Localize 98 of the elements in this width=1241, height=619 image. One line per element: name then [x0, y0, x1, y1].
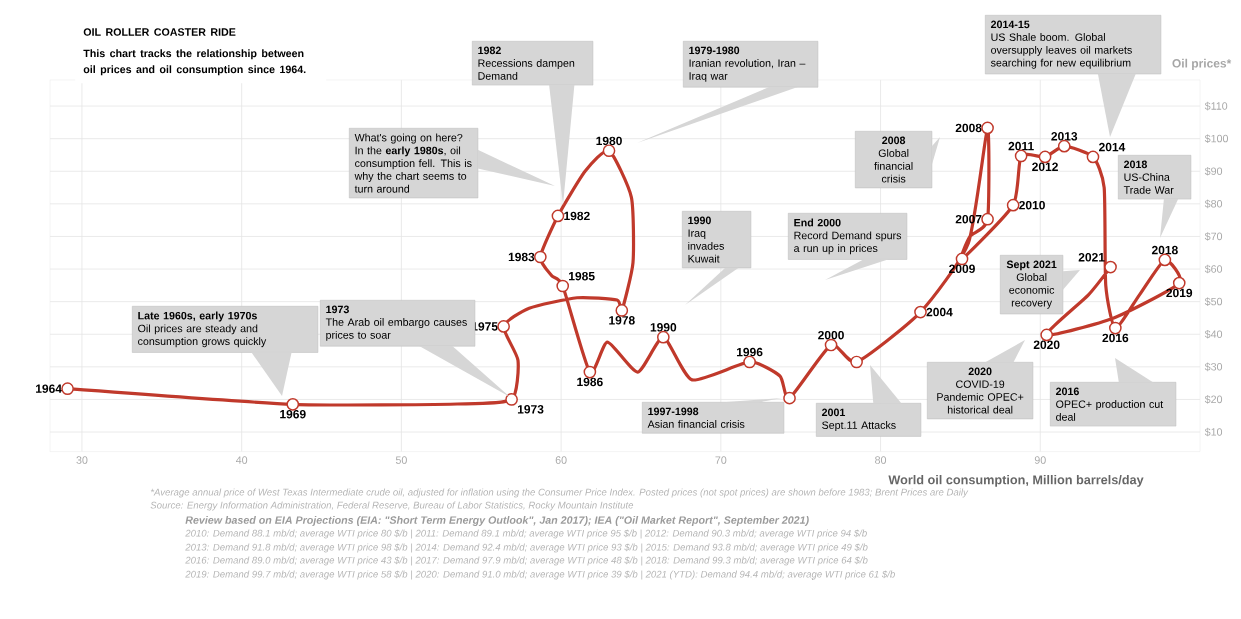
annotation: 2000	[818, 330, 844, 340]
annotation: Global economic recovery	[1009, 273, 1055, 309]
point	[783, 391, 796, 405]
annotation: 1986	[577, 377, 603, 387]
annotation: 2010	[1019, 200, 1045, 210]
x-tick-label: 30	[76, 456, 88, 464]
text: *Average annual price of West Texas Intermediate crude oil, adjusted for inflation using the Consumer Price Index. Posted prices (not spot prices) are shown before 1983; Brent Prices are Daily	[150, 488, 969, 498]
point	[615, 304, 629, 317]
y-tick-label: $90	[1204, 166, 1223, 176]
annotation: OPEC+ production cut deal	[1056, 400, 1164, 421]
annotation: What's going on here? In the early 1980s, oil consumption fell. This is why the chart seems to turn around	[354, 133, 472, 193]
point	[505, 393, 518, 406]
text: Review based on EIA Projections (EIA: "Short Term Energy Outlook", Jan 2017); IEA ("Oil Market Report", September 2021)	[185, 516, 809, 526]
annotation: 1973	[326, 305, 349, 314]
annotation: 2016	[1102, 333, 1129, 343]
annotation: Record Demand spurs a run up in prices	[794, 231, 902, 255]
annotation: The Arab oil embargo causes prices to soar	[325, 318, 467, 341]
annotation: 2013	[1051, 132, 1078, 141]
y-tick-label: $80	[1204, 199, 1223, 209]
chart-title: OIL ROLLER COASTER RIDE	[83, 28, 236, 36]
annotation: 2014	[1099, 142, 1126, 152]
y-tick-label: $70	[1204, 232, 1223, 241]
text: US Shale boom. Global oversupply leaves oil markets searching for new equilibrium	[990, 33, 1132, 69]
point	[61, 382, 74, 396]
annotation: 2019	[1166, 288, 1193, 298]
point	[534, 250, 547, 264]
text: 2013: Demand 91.8 mb/d; average WTI price 98 $/b | 2014: Demand 92.4 mb/d; average WTI price 93 $/b | 2015: Demand 93.8 mb/d; average WTI price 49 $/b	[185, 543, 868, 553]
annotation: 2018	[1151, 245, 1178, 255]
annotation: 1973	[517, 405, 544, 414]
annotation: 2016	[1055, 387, 1079, 396]
point	[1104, 260, 1117, 274]
annotation: 2004	[926, 307, 953, 317]
annotation: 1985	[569, 271, 595, 281]
point	[556, 279, 570, 293]
x-tick-label: 40	[235, 456, 248, 464]
annotation: 1969	[280, 409, 306, 419]
annotation: 1990	[688, 216, 711, 225]
point	[551, 209, 565, 223]
annotation: Late 1960s, early 1970s	[138, 311, 257, 322]
annotation: Asian financial crisis	[647, 420, 745, 428]
x-tick-label: 50	[395, 456, 407, 464]
annotation: Oil prices are steady and consumption grows quickly	[138, 324, 267, 348]
y-tick-label: $100	[1204, 134, 1229, 143]
text: 2010: Demand 88.1 mb/d; average WTI price 80 $/b | 2011: Demand 89.1 mb/d; average WTI price 95 $/b | 2012: Demand 90.3 mb/d; average WTI price 94 $/b	[185, 529, 867, 539]
annotation: 2012	[1032, 162, 1058, 172]
annotation: End 2000	[794, 218, 841, 227]
x-axis-title: World oil consumption, Million barrels/day	[888, 474, 1144, 487]
text: 2019: Demand 99.7 mb/d; average WTI price 58 $/b | 2020: Demand 91.0 mb/d; average WTI price 39 $/b | 2021 (YTD): Demand 94.4 mb/d; average WTI price 61 $/b	[185, 570, 895, 580]
source-note: Source: Energy Information Administration, Federal Reserve, Bureau of Labor Statistics, Rocky Mountain Institute	[150, 501, 634, 511]
annotation: 1997-1998	[648, 407, 699, 416]
annotation: COVID-19 Pandemic OPEC+ historical deal	[937, 380, 1024, 414]
annotation: US-China Trade War	[1123, 173, 1174, 194]
annotation: 1983	[508, 252, 535, 262]
point	[981, 121, 994, 135]
y-tick-label: $10	[1204, 427, 1223, 437]
annotation: 2020	[1033, 340, 1060, 350]
y-tick-label: $110	[1204, 101, 1228, 111]
x-tick-label: 70	[715, 456, 727, 464]
x-tick-label: 80	[875, 456, 887, 464]
annotation: 2011	[1008, 141, 1034, 151]
annotation: 2008	[882, 136, 906, 145]
text: Recessions dampen Demand	[478, 59, 575, 80]
point	[981, 212, 994, 226]
annotation: 2008	[955, 123, 982, 133]
point	[1006, 198, 1020, 212]
text: 1982	[478, 46, 501, 55]
x-tick-label: 90	[1034, 456, 1046, 464]
annotation: Iranian revolution, Iran – Iraq war	[689, 59, 806, 82]
annotation: 1996	[736, 347, 763, 357]
annotation: 1964	[36, 384, 62, 393]
y-tick-label: $60	[1204, 264, 1223, 274]
annotation: Global financial crisis	[874, 149, 913, 183]
annotation: 2020	[968, 367, 992, 376]
annotation: Sept.11 Attacks	[822, 421, 896, 432]
annotation: Iraq invades Kuwait	[688, 229, 724, 263]
annotation: 1975	[472, 322, 498, 331]
annotation: 2001	[821, 408, 846, 417]
annotation: 1980	[596, 136, 622, 146]
x-tick-label: 60	[555, 456, 567, 464]
chart-subtitle: This chart tracks the relationship between oil prices and oil consumption since 1964.	[83, 49, 306, 76]
y-tick-label: $40	[1204, 329, 1223, 339]
annotation: 1990	[650, 323, 677, 332]
point	[286, 398, 300, 411]
annotation: 2018	[1123, 160, 1148, 169]
text: 2016: Demand 89.0 mb/d; average WTI price 43 $/b | 2017: Demand 97.9 mb/d; average WTI price 48 $/b | 2018: Demand 99.3 mb/d; average WTI price 64 $/b	[185, 556, 868, 566]
text: 1979-1980	[689, 46, 740, 55]
y-tick-label: $20	[1204, 395, 1223, 404]
y-tick-label: $50	[1204, 297, 1223, 306]
point	[850, 355, 863, 369]
annotation: 1978	[609, 316, 635, 325]
text: 2014-15	[990, 20, 1030, 29]
annotation: 1982	[564, 211, 590, 221]
y-tick-label: $30	[1204, 362, 1223, 372]
y-axis-title: Oil prices*	[1172, 58, 1232, 70]
point	[1086, 150, 1100, 164]
annotation: Sept 2021	[1006, 260, 1057, 271]
point	[914, 305, 927, 319]
point	[497, 320, 510, 333]
